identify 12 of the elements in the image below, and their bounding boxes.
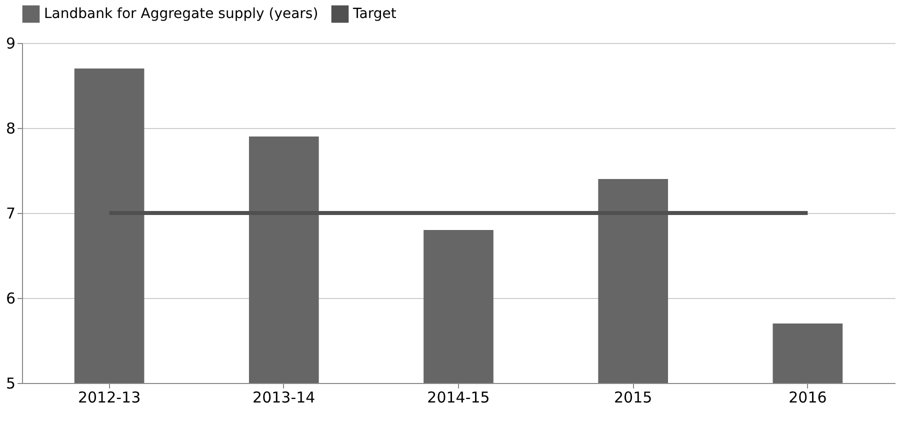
x-tick-label: 2016 — [788, 388, 827, 406]
y-tick-label: 8 — [6, 120, 16, 138]
y-tick-label: 6 — [6, 290, 16, 308]
y-tick-label: 7 — [6, 204, 16, 222]
x-tick-label: 2013-14 — [252, 388, 316, 406]
x-tick-label: 2015 — [614, 388, 652, 406]
legend-label: Target — [352, 6, 397, 22]
x-tick-label: 2014-15 — [427, 388, 490, 406]
x-tick-label: 2012-13 — [78, 388, 141, 406]
y-tick-label: 9 — [6, 34, 16, 52]
legend-label: Landbank for Aggregate supply (years) — [44, 6, 318, 22]
y-tick-label: 5 — [6, 374, 16, 392]
